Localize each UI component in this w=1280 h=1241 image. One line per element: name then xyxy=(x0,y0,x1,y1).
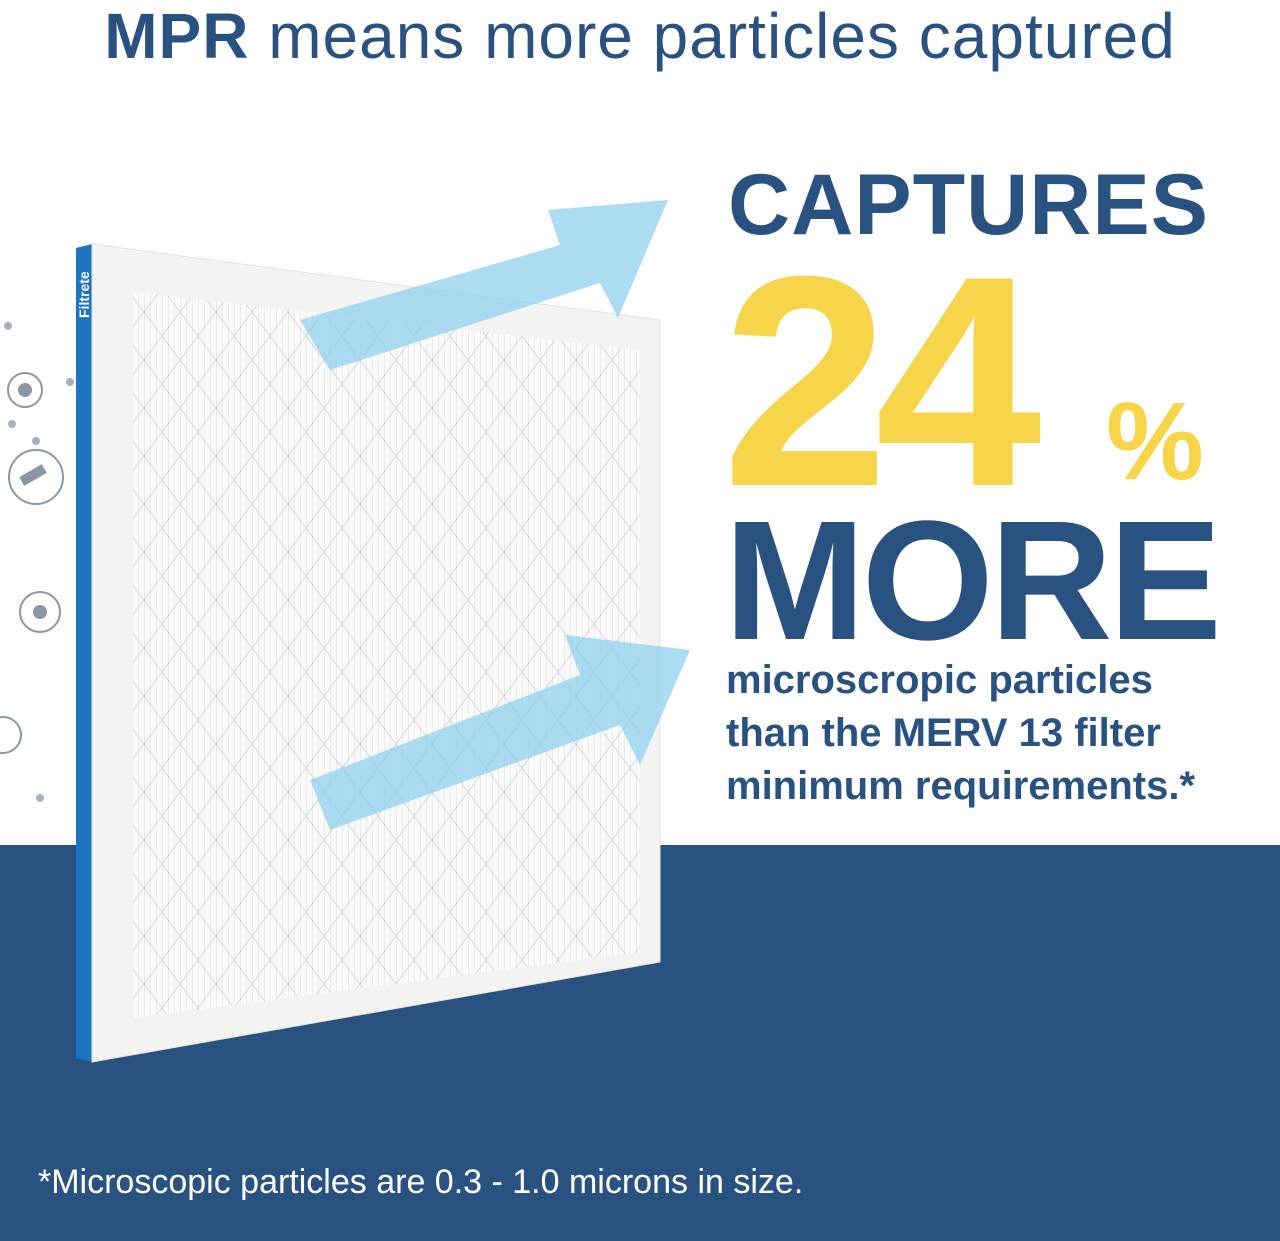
footnote: *Microscopic particles are 0.3 - 1.0 mic… xyxy=(38,1163,804,1201)
subtext-line: microscropic particles xyxy=(726,658,1153,702)
airflow-arrow-icon xyxy=(300,200,668,370)
title-bold: MPR xyxy=(104,0,250,72)
particle-dots xyxy=(4,322,74,802)
percent-sign: % xyxy=(1106,380,1204,503)
gear-particle-icon xyxy=(7,372,43,408)
filter-mesh xyxy=(133,292,640,1018)
pollen-particle-icon xyxy=(0,716,22,754)
headline-more: MORE xyxy=(724,486,1222,676)
brand-logo: Filtrete xyxy=(76,271,92,318)
page-title: MPR means more particles captured xyxy=(0,0,1280,76)
filter-side-edge xyxy=(76,244,92,1062)
headline-captures: CAPTURES xyxy=(728,157,1210,253)
subtext-line: than the MERV 13 filter xyxy=(726,711,1161,755)
spray-particle-icon xyxy=(8,449,64,505)
gear-particle-icon xyxy=(19,591,61,633)
subtext: microscropic particles than the MERV 13 … xyxy=(726,654,1195,813)
headline-percentage-number: 24 xyxy=(722,213,1042,549)
title-rest: means more particles captured xyxy=(249,0,1176,72)
airflow-arrow-icon xyxy=(310,635,690,830)
subtext-line: minimum requirements.* xyxy=(726,764,1196,808)
